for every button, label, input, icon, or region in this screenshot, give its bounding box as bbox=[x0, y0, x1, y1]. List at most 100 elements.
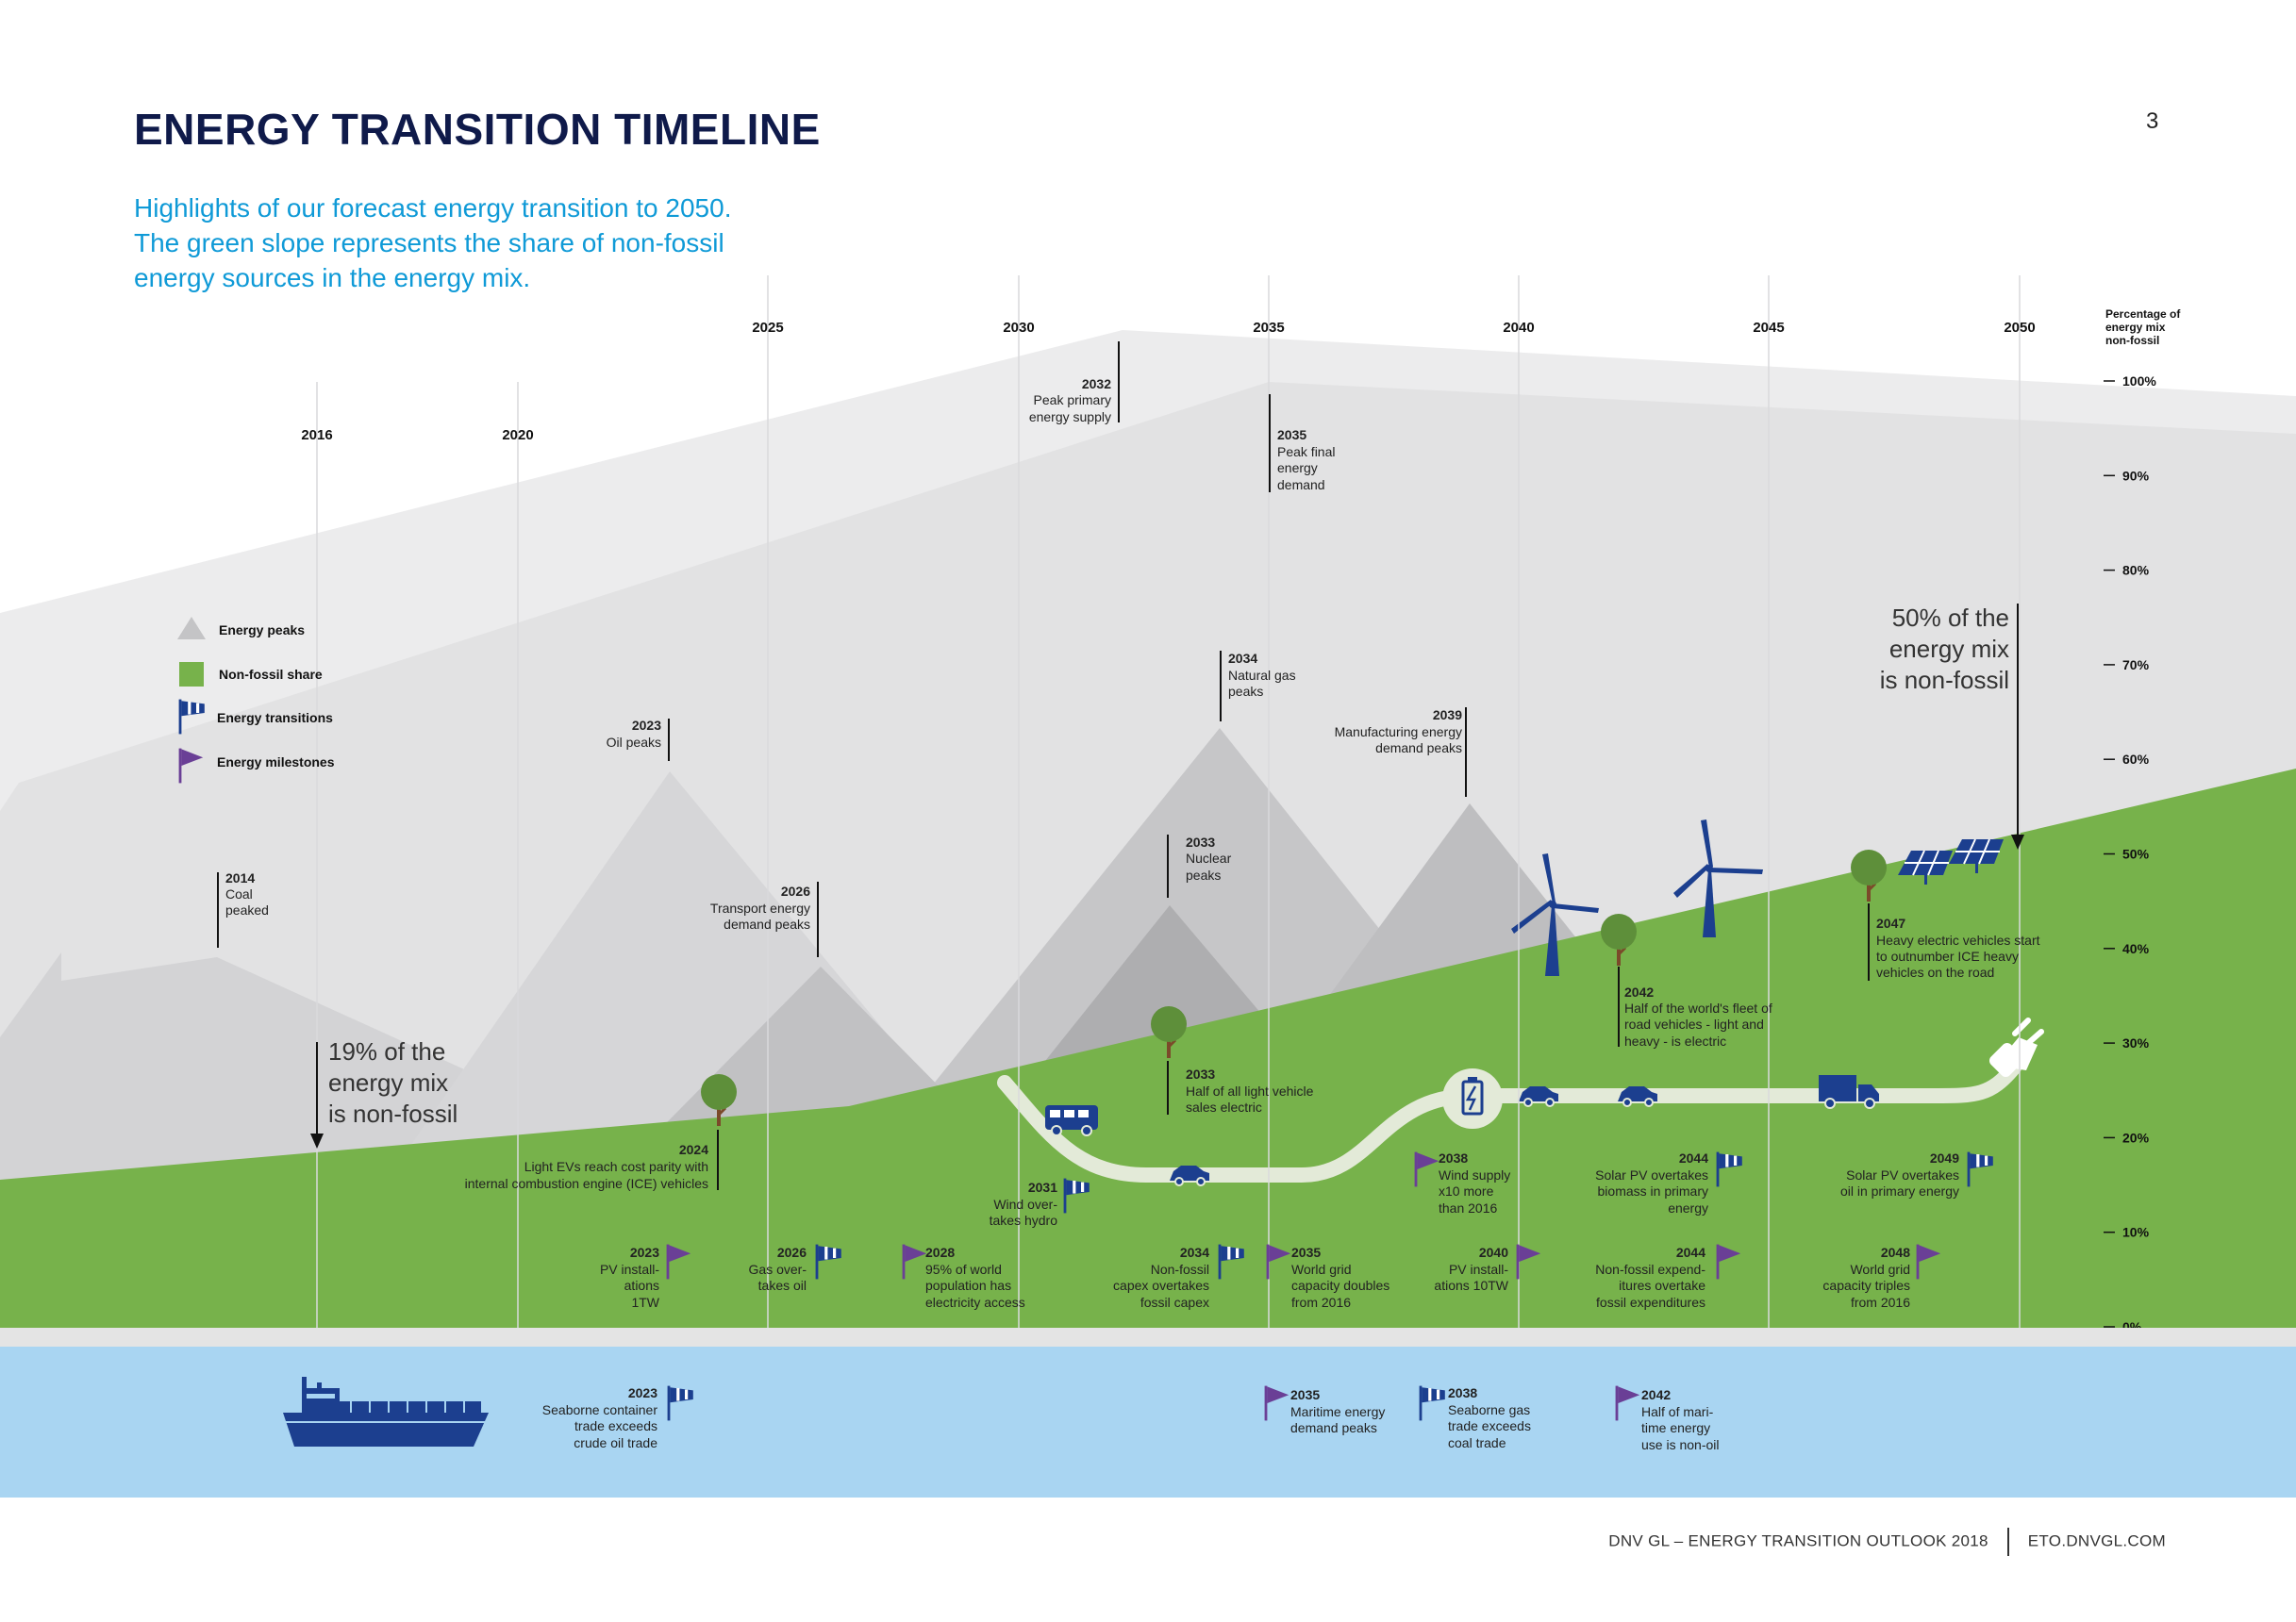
event-year: 2033 bbox=[1186, 1067, 1215, 1082]
event-text: Manufacturing energy bbox=[1335, 724, 1462, 739]
year-labels: 2016 2020 2025 2030 2035 2040 2045 2050 bbox=[301, 320, 2035, 443]
flag-2028-electricity-access: 2028 95% of world population has electri… bbox=[902, 1244, 1025, 1310]
legend-label: Energy milestones bbox=[217, 754, 335, 770]
event-text: peaks bbox=[1186, 868, 1221, 883]
event-text: Half of all light vehicle bbox=[1186, 1084, 1314, 1099]
event-text: World grid bbox=[1291, 1262, 1352, 1277]
flag-2023-pv-1tw: 2023 PV install- ations 1TW bbox=[600, 1244, 691, 1310]
callout-line: energy mix bbox=[328, 1068, 448, 1097]
mountain-icon bbox=[177, 617, 206, 639]
footer-publication: DNV GL – ENERGY TRANSITION OUTLOOK 2018 bbox=[1608, 1531, 1988, 1550]
subtitle-line: The green slope represents the share of … bbox=[134, 228, 724, 257]
year-label: 2020 bbox=[502, 427, 533, 443]
event-year: 2031 bbox=[1028, 1180, 1057, 1195]
event-text: time energy bbox=[1641, 1420, 1710, 1435]
flag-2040-pv-10tw: 2040 PV install- ations 10TW bbox=[1434, 1244, 1541, 1293]
event-text: from 2016 bbox=[1291, 1295, 1351, 1310]
event-year: 2035 bbox=[1290, 1387, 1320, 1402]
event-year: 2035 bbox=[1277, 427, 1306, 442]
event-text: Solar PV overtakes bbox=[1595, 1167, 1708, 1183]
electric-road bbox=[997, 1018, 2044, 1183]
sea-2038-gas-trade: 2038 Seaborne gas trade exceeds coal tra… bbox=[1419, 1385, 1531, 1450]
peak-2032-primary: 2032 Peak primary energy supply bbox=[1029, 341, 1120, 424]
callout-line: 50% of the bbox=[1892, 604, 2009, 632]
solar-panel-icon bbox=[1949, 838, 2004, 873]
sea-2035-maritime-peak: 2035 Maritime energy demand peaks bbox=[1264, 1385, 1385, 1435]
peak-annotations: 2014 Coal peaked 2023 Oil peaks 2026 Tra… bbox=[217, 341, 1467, 957]
axis-tick-label: 60% bbox=[2122, 752, 2150, 767]
peak-2035-final: 2035 Peak final energy demand bbox=[1269, 394, 1335, 492]
car-icon bbox=[1170, 1166, 1209, 1186]
separator-band bbox=[0, 1328, 2296, 1347]
event-text: energy bbox=[1277, 460, 1318, 475]
event-text: biomass in primary bbox=[1598, 1183, 1708, 1199]
transition-flags-mid: 2031 Wind over- takes hydro 2038 Wind su… bbox=[990, 1150, 1993, 1228]
event-2033-light-vehicle-sales: 2033 Half of all light vehicle sales ele… bbox=[1167, 1061, 1314, 1115]
event-text: Half of mari- bbox=[1641, 1404, 1714, 1419]
event-text: fossil expenditures bbox=[1596, 1295, 1705, 1310]
event-year: 2032 bbox=[1082, 376, 1111, 391]
axis-ticks: 100%90%80%70%60%50%40%30%20%10%0% bbox=[2104, 373, 2156, 1334]
flag-2044-solar-biomass: 2044 Solar PV overtakes biomass in prima… bbox=[1595, 1150, 1742, 1216]
event-text: itures overtake bbox=[1619, 1278, 1705, 1293]
event-year: 2042 bbox=[1624, 985, 1654, 1000]
axis-tick-label: 90% bbox=[2122, 468, 2150, 483]
green-square-icon bbox=[179, 662, 204, 687]
wind-turbines bbox=[1511, 819, 1763, 976]
year-label: 2040 bbox=[1503, 320, 1534, 336]
axis-title-line: Percentage of bbox=[2105, 307, 2181, 321]
axis-tick-label: 40% bbox=[2122, 941, 2150, 956]
event-text: population has bbox=[925, 1278, 1011, 1293]
flag-2026-gas-oil: 2026 Gas over- takes oil bbox=[749, 1244, 841, 1293]
callout-line: 19% of the bbox=[328, 1037, 445, 1066]
sea-events: 2023 Seaborne container trade exceeds cr… bbox=[542, 1385, 1720, 1452]
flag-2044-expenditures: 2044 Non-fossil expend- itures overtake … bbox=[1595, 1244, 1741, 1310]
event-text: use is non-oil bbox=[1641, 1437, 1720, 1452]
flag-2035-grid-doubles: 2035 World grid capacity doubles from 20… bbox=[1266, 1244, 1389, 1310]
event-year: 2038 bbox=[1448, 1385, 1477, 1400]
event-text: vehicles on the road bbox=[1876, 965, 1994, 980]
event-2024-light-evs: 2024 Light EVs reach cost parity with in… bbox=[465, 1130, 719, 1191]
event-text: x10 more bbox=[1439, 1183, 1494, 1199]
event-text: to outnumber ICE heavy bbox=[1876, 949, 2019, 964]
event-year: 2024 bbox=[679, 1142, 708, 1157]
footer-website-link[interactable]: ETO.DNVGL.COM bbox=[2027, 1531, 2166, 1550]
footer-divider bbox=[2006, 1528, 2009, 1556]
car-icon bbox=[1519, 1086, 1558, 1107]
event-text: Wind supply bbox=[1439, 1167, 1510, 1183]
flag-2049-solar-oil: 2049 Solar PV overtakes oil in primary e… bbox=[1840, 1150, 1993, 1199]
event-text: heavy - is electric bbox=[1624, 1034, 1726, 1049]
event-year: 2023 bbox=[632, 718, 661, 733]
peak-2014: 2014 Coal peaked bbox=[217, 870, 269, 948]
wind-turbine-icon bbox=[1511, 853, 1599, 976]
event-2042-road-fleet: 2042 Half of the world's fleet of road v… bbox=[1618, 967, 1772, 1049]
event-text: peaks bbox=[1228, 684, 1263, 699]
event-text: Non-fossil expend- bbox=[1595, 1262, 1705, 1277]
year-label: 2016 bbox=[301, 427, 332, 443]
flag-2031-wind-hydro: 2031 Wind over- takes hydro bbox=[990, 1178, 1090, 1228]
year-label: 2025 bbox=[752, 320, 783, 336]
event-text: coal trade bbox=[1448, 1435, 1506, 1450]
axis-tick-label: 10% bbox=[2122, 1225, 2150, 1240]
year-label: 2045 bbox=[1753, 320, 1784, 336]
percentage-axis: Percentage of energy mix non-fossil 100%… bbox=[2104, 307, 2181, 1334]
event-text: trade exceeds bbox=[574, 1418, 657, 1433]
callout-line: energy mix bbox=[1889, 635, 2009, 663]
event-text: Peak primary bbox=[1034, 392, 1111, 407]
legend-label: Energy transitions bbox=[217, 710, 333, 725]
event-year: 2049 bbox=[1930, 1150, 1959, 1166]
subtitle-line: energy sources in the energy mix. bbox=[134, 263, 531, 292]
event-text: oil in primary energy bbox=[1840, 1183, 1959, 1199]
event-text: from 2016 bbox=[1851, 1295, 1910, 1310]
peak-2034-gas: 2034 Natural gas peaks bbox=[1220, 651, 1296, 721]
event-text: Seaborne gas bbox=[1448, 1402, 1530, 1417]
axis-tick-label: 80% bbox=[2122, 563, 2150, 578]
footer: DNV GL – ENERGY TRANSITION OUTLOOK 2018 E… bbox=[1415, 1528, 2166, 1556]
callout-line: is non-fossil bbox=[1880, 666, 2009, 694]
electric-plug-icon bbox=[1988, 1018, 2044, 1078]
event-text: crude oil trade bbox=[574, 1435, 657, 1450]
event-text: Coal bbox=[225, 886, 253, 902]
vehicles bbox=[1045, 1075, 1879, 1186]
subtitle-line: Highlights of our forecast energy transi… bbox=[134, 193, 732, 223]
event-text: Wind over- bbox=[993, 1197, 1057, 1212]
